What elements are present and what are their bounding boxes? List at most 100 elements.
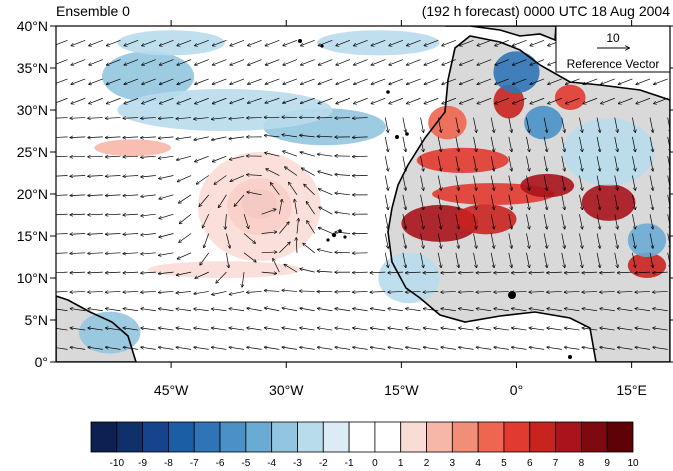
wind-vector (106, 328, 121, 331)
wind-vector (614, 214, 618, 229)
wind-vector (582, 328, 598, 331)
wind-vector (512, 328, 527, 331)
wind-vector (547, 309, 562, 312)
wind-vector (283, 78, 298, 84)
wind-vector (243, 214, 249, 228)
wind-vector (195, 78, 209, 84)
wind-vector (437, 252, 441, 268)
wind-vector (618, 328, 633, 331)
wind-vector (229, 118, 245, 119)
colorbar-swatch (142, 421, 169, 453)
wind-vector (441, 328, 456, 331)
wind-vector (106, 39, 121, 45)
wind-vector (526, 156, 529, 171)
wind-vector (614, 156, 618, 171)
wind-vector (561, 233, 565, 248)
wind-vector (88, 272, 103, 273)
wind-vector (371, 97, 386, 103)
lon-tick-label: 30°W (269, 382, 304, 398)
wind-vector (508, 156, 512, 171)
wind-vector (212, 328, 227, 331)
wind-vector (202, 214, 210, 228)
wind-vector (632, 214, 635, 229)
wind-vector (494, 328, 509, 331)
wind-vector (653, 347, 668, 350)
coastline (56, 295, 137, 362)
wind-vector (141, 347, 156, 350)
wind-vector (317, 328, 333, 331)
wind-vector (71, 39, 86, 45)
wind-vector (526, 194, 529, 210)
wind-vector (530, 97, 545, 103)
wind-vector (635, 328, 651, 331)
wind-vector (229, 291, 245, 294)
wind-vector (543, 136, 547, 152)
wind-vector (105, 253, 121, 254)
wind-vector (371, 78, 386, 84)
wind-vector (265, 78, 280, 84)
canary-island (395, 135, 399, 139)
wind-vector (389, 59, 404, 65)
wind-vector (296, 238, 297, 253)
wind-vector (459, 291, 474, 292)
wind-vector (123, 347, 139, 350)
wind-vector (105, 291, 121, 292)
wind-vector (548, 78, 562, 84)
wind-vector (282, 347, 298, 350)
wind-vector (579, 194, 582, 210)
wind-vector (194, 291, 209, 293)
wind-vector (477, 78, 492, 84)
reference-vector-label: Reference Vector (567, 57, 660, 71)
azores-island (298, 39, 302, 43)
wind-vector (406, 291, 421, 292)
wind-vector (477, 59, 492, 65)
wind-vector (649, 136, 653, 152)
wind-vector (442, 78, 456, 84)
wind-vector (56, 291, 68, 293)
wind-vector (473, 117, 477, 133)
anomaly-contour (428, 105, 467, 140)
wind-vector (212, 136, 227, 140)
wind-vector (526, 175, 529, 191)
wind-vector (455, 233, 459, 248)
wind-vector (459, 309, 474, 312)
plot-area: 10 Reference Vector (56, 26, 670, 362)
wind-vector (561, 117, 565, 133)
wind-vector (234, 194, 245, 206)
wind-vector (583, 78, 598, 84)
wind-vector (420, 117, 424, 133)
wind-vector (596, 252, 600, 268)
wind-vector (402, 194, 406, 210)
wind-vector (88, 137, 103, 138)
wind-vector (473, 233, 477, 248)
lon-tick-label: 45°W (154, 382, 189, 398)
wind-vector (384, 252, 388, 268)
wind-vector (614, 175, 618, 191)
wind-vector (158, 291, 174, 292)
wind-vector (614, 136, 618, 152)
anomaly-contour (493, 84, 525, 119)
wind-vector (437, 117, 441, 133)
wind-vector (579, 117, 582, 133)
wind-vector (423, 291, 439, 292)
wind-vector (159, 252, 174, 256)
wind-vector (653, 328, 668, 331)
wind-vector (354, 78, 368, 84)
wind-vector (159, 194, 174, 199)
wind-vector (389, 39, 404, 45)
wind-vector (543, 117, 547, 133)
wind-vector (88, 328, 103, 331)
wind-vector (490, 214, 494, 229)
anomaly-contour (117, 89, 333, 131)
colorbar-swatch (193, 421, 221, 453)
wind-vector (318, 171, 333, 176)
wind-vector (388, 347, 403, 350)
wind-vector (229, 136, 245, 139)
colorbar-swatch (219, 421, 247, 453)
coastline (387, 35, 670, 362)
wind-vector (565, 309, 580, 312)
wind-vector (105, 214, 121, 215)
wind-vector (512, 59, 527, 65)
colorbar-swatch (245, 421, 273, 453)
wind-vector (70, 214, 86, 215)
